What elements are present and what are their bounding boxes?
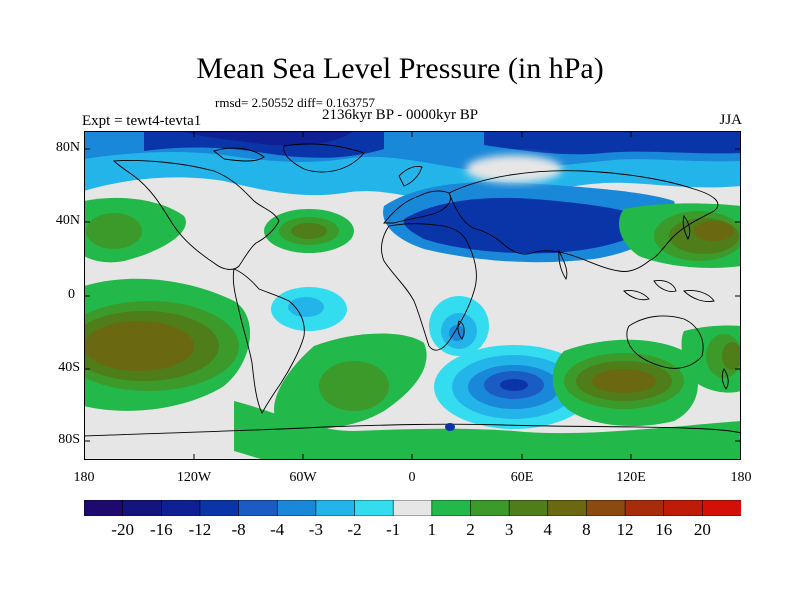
colorbar-tick-label: 1 [427, 520, 437, 539]
experiment-label: Expt = tewt4-tevta1 [82, 113, 202, 129]
colorbar-swatch [354, 500, 394, 516]
period-label: 2136kyr BP - 0000kyr BP [321, 107, 479, 123]
colorbar-swatch [392, 500, 433, 516]
colorbar-tick-label: 4 [543, 520, 553, 539]
lon-label-120e: 120E [616, 470, 646, 485]
colorbar-swatch [276, 500, 317, 516]
colorbar-swatch [431, 500, 472, 516]
colorbar-tick-label: 8 [582, 520, 591, 539]
season-label: JJA [719, 112, 742, 128]
colorbar-tick-label: 16 [655, 520, 673, 539]
colorbar-tick-label: -1 [386, 520, 401, 539]
colorbar-swatch [84, 500, 124, 516]
colorbar-swatch [508, 500, 549, 516]
colorbar-tick-label: -8 [231, 520, 246, 539]
colorbar-tick-label: 2 [466, 520, 475, 539]
lon-label-180e: 180 [730, 470, 752, 485]
map-svg [84, 131, 741, 460]
colorbar-swatch [315, 500, 356, 516]
colorbar-tick-label: 12 [616, 520, 634, 539]
colorbar-swatch [624, 500, 665, 516]
pressure-map [84, 131, 741, 460]
colorbar-swatch [122, 500, 163, 516]
colorbar-tick-label: 20 [693, 520, 711, 539]
axis-ticks [84, 131, 741, 460]
colorbar-swatch [160, 500, 201, 516]
coastlines [84, 143, 741, 437]
colorbar-swatch [702, 500, 741, 516]
lon-label-60e: 60E [510, 470, 534, 485]
colorbar-tick-label: 3 [504, 520, 514, 539]
colorbar-tick-label: -2 [347, 520, 362, 539]
colorbar [84, 500, 741, 516]
lon-label-180w: 180 [73, 470, 95, 485]
colorbar-swatch [586, 500, 626, 516]
colorbar-swatch [470, 500, 510, 516]
colorbar-swatch [663, 500, 704, 516]
antarctic-low-patch [445, 423, 455, 431]
lon-label-60w: 60W [289, 470, 317, 485]
lat-label-eq: 0 [68, 287, 75, 302]
colorbar-tick-label: -3 [308, 520, 323, 539]
colorbar-swatch [199, 500, 240, 516]
colorbar-tick-label: -20 [111, 520, 134, 539]
lat-label-40s: 40S [58, 360, 80, 375]
colorbar-tick-label: -16 [149, 520, 173, 539]
lon-label-0: 0 [408, 470, 416, 485]
negative-anomaly-regions [84, 131, 741, 429]
map-title: Mean Sea Level Pressure (in hPa) [196, 52, 604, 85]
lat-label-80s: 80S [58, 432, 80, 447]
rmsd-diff-stats: rmsd= 2.50552 diff= 0.163757 [215, 95, 375, 110]
lat-label-80n: 80N [55, 140, 80, 155]
lat-label-40n: 40N [55, 213, 80, 228]
colorbar-swatch [547, 500, 588, 516]
colorbar-tick-label: -4 [270, 520, 285, 539]
colorbar-tick-label: -12 [188, 520, 212, 539]
lon-label-120w: 120W [176, 470, 212, 485]
colorbar-swatch [238, 500, 279, 516]
positive-anomaly-regions [84, 197, 741, 460]
